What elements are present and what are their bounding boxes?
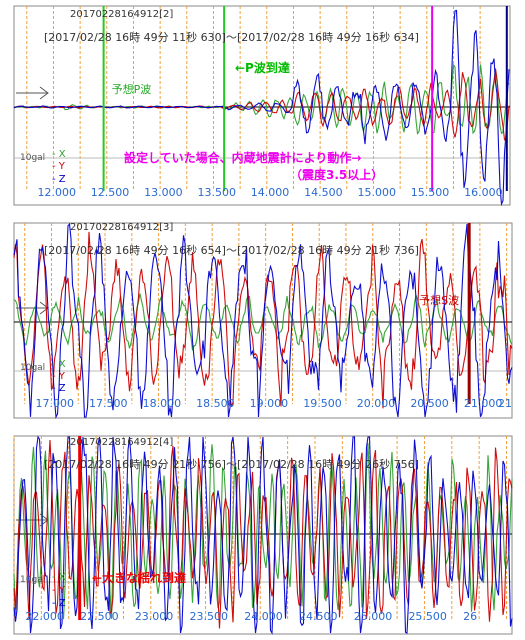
- x-tick-label: 15.500: [411, 186, 450, 199]
- x-tick-label: 21: [498, 397, 512, 410]
- waveform-y: [13, 231, 513, 409]
- x-tick-label: 24.000: [244, 610, 283, 623]
- legend-y: - Y: [52, 161, 66, 172]
- chart-panel-1: 予想P波 20170228164912[2] [2017/02/28 16時 49分…: [0, 0, 525, 211]
- x-tick-label: 25.000: [354, 610, 393, 623]
- x-tick-label: 14.000: [251, 186, 289, 199]
- legend-y: - Y: [52, 585, 66, 596]
- x-tick-label: 24.500: [299, 610, 338, 623]
- annotation-text: ←大きな揺れ到達: [92, 570, 186, 585]
- x-tick-label: 18.500: [196, 397, 235, 410]
- x-tick-label: 13.000: [144, 186, 183, 199]
- x-tick-label: 23.500: [190, 610, 229, 623]
- annotation-text: 設定していた場合、内蔵地震計により動作→: [124, 150, 361, 165]
- x-tick-label: 18.000: [143, 397, 182, 410]
- chart-svg-2: 予想S波 20170228164912[3] [2017/02/28 16時 49分…: [13, 222, 513, 419]
- panel-separator: [0, 424, 525, 430]
- x-tick-label: 19.000: [250, 397, 289, 410]
- waveform-x: [13, 443, 513, 620]
- legend-x: - X: [52, 149, 66, 160]
- legend-x: - X: [52, 572, 66, 583]
- direction-arrow-icon: [16, 86, 49, 100]
- panel-id-label: 20170228164912[2]: [70, 9, 173, 20]
- legend-x: - X: [52, 359, 66, 370]
- x-tick-label: 20.500: [410, 397, 449, 410]
- chart-panel-3: 20170228164912[4] [2017/02/28 16時 49分 21秒…: [0, 430, 525, 640]
- time-range-label: [2017/02/28 16時 49分 11秒 630]～[2017/02/28…: [44, 30, 419, 44]
- marker-label: 予想P波: [112, 82, 152, 96]
- x-tick-label: 17.500: [89, 397, 128, 410]
- x-tick-label: 21.000: [464, 397, 503, 410]
- scale-label: 10gal: [20, 363, 45, 373]
- x-tick-label: 13.500: [197, 186, 236, 199]
- x-tick-label: 26: [463, 610, 477, 623]
- panel-id-label: 20170228164912[4]: [70, 437, 173, 448]
- x-tick-label: 19.500: [303, 397, 342, 410]
- time-range-label: [2017/02/28 16時 49分 21秒 756]～[2017/02/28…: [44, 457, 419, 471]
- x-tick-label: 15.000: [357, 186, 396, 199]
- chart-panel-2: 予想S波 20170228164912[3] [2017/02/28 16時 49分…: [0, 217, 525, 424]
- annotation-text: （震度3.5以上）: [290, 167, 383, 182]
- x-tick-label: 23.000: [135, 610, 174, 623]
- x-tick-label: 20.000: [357, 397, 396, 410]
- chart-svg-3: 20170228164912[4] [2017/02/28 16時 49分 21秒…: [13, 435, 513, 635]
- x-tick-label: 17.000: [35, 397, 74, 410]
- annotation-text: ←P波到達: [235, 60, 290, 75]
- panel-id-label: 20170228164912[3]: [70, 222, 173, 233]
- waveform-z: [13, 9, 510, 207]
- waveform-z: [13, 435, 513, 635]
- marker-label: 予想S波: [419, 293, 459, 307]
- chart-svg-1: 予想P波 20170228164912[2] [2017/02/28 16時 49分…: [13, 5, 511, 207]
- x-tick-label: 16.000: [464, 186, 503, 199]
- waveform-z: [13, 222, 513, 419]
- panel-separator: [0, 211, 525, 217]
- x-tick-label: 12.500: [91, 186, 130, 199]
- x-tick-label: 14.500: [304, 186, 343, 199]
- scale-label: 10gal: [20, 153, 45, 163]
- waveform-y: [13, 68, 510, 141]
- legend-z: - Z: [52, 174, 66, 185]
- x-tick-label: 22.000: [25, 610, 64, 623]
- waveform-y: [13, 439, 513, 629]
- x-tick-label: 22.500: [80, 610, 119, 623]
- x-tick-label: 12.000: [37, 186, 76, 199]
- time-range-label: [2017/02/28 16時 49分 16秒 654]～[2017/02/28…: [44, 243, 419, 257]
- scale-label: 10gal: [20, 575, 45, 585]
- legend-z: - Z: [52, 598, 66, 609]
- legend-z: - Z: [52, 383, 66, 394]
- legend-y: - Y: [52, 371, 66, 382]
- x-tick-label: 25.500: [408, 610, 447, 623]
